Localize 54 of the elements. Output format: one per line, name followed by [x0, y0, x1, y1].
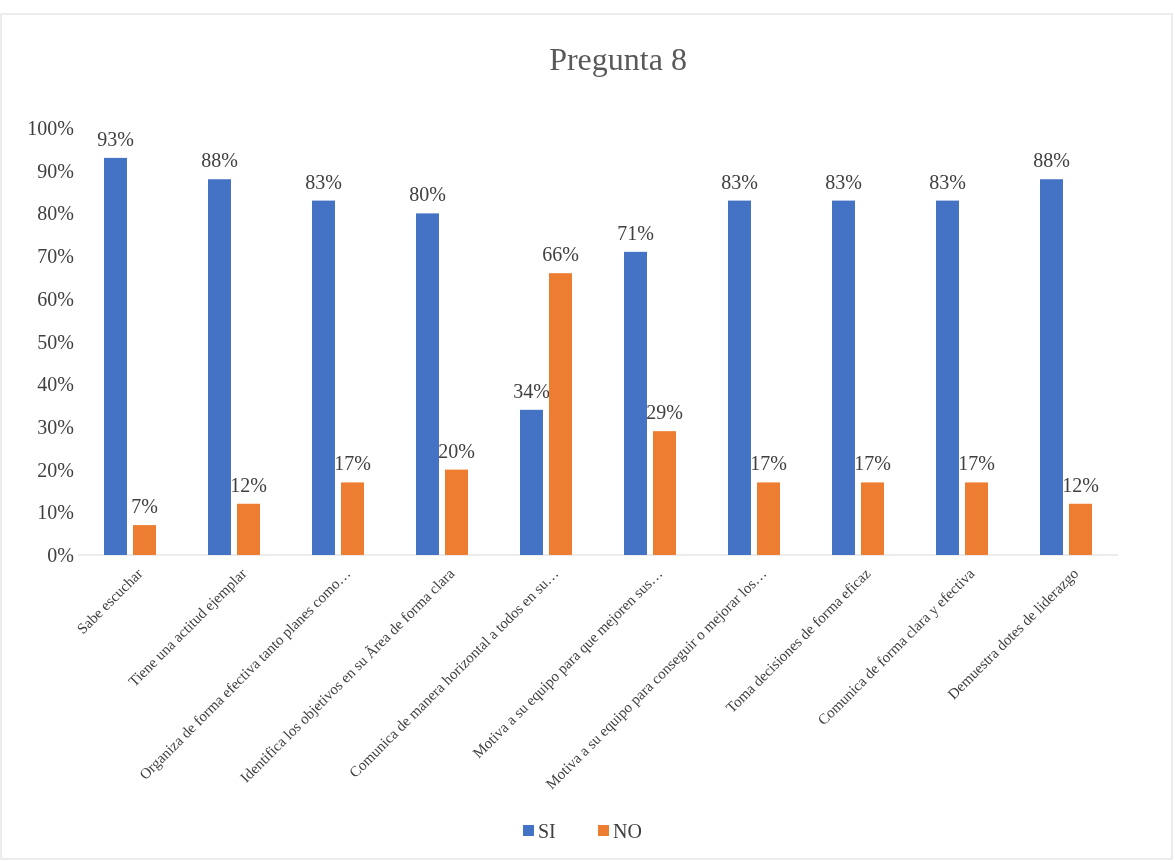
data-label: 12%: [230, 473, 267, 496]
y-tick-label: 10%: [37, 501, 74, 524]
bar: [341, 482, 364, 555]
y-tick-label: 90%: [37, 159, 74, 182]
bar: [445, 469, 468, 555]
data-label: 20%: [438, 439, 475, 462]
data-label: 7%: [131, 495, 158, 518]
y-tick-label: 80%: [37, 202, 74, 225]
y-tick-label: 50%: [37, 330, 74, 353]
bar: [237, 503, 260, 555]
bar: [208, 179, 231, 555]
data-label: 93%: [97, 127, 134, 150]
data-label: 29%: [646, 401, 683, 424]
data-label: 34%: [513, 379, 550, 402]
data-label: 71%: [617, 221, 654, 244]
bar: [653, 431, 676, 555]
data-label: 66%: [542, 243, 579, 266]
data-label: 88%: [1033, 149, 1070, 172]
bar: [965, 482, 988, 555]
data-label: 17%: [958, 452, 995, 475]
bar: [312, 200, 335, 555]
bar: [1040, 179, 1063, 555]
data-label: 88%: [201, 149, 238, 172]
bar: [416, 213, 439, 555]
data-label: 12%: [1062, 473, 1099, 496]
data-label: 83%: [721, 170, 758, 193]
bar: [624, 251, 647, 555]
y-tick-label: 60%: [37, 287, 74, 310]
bar: [549, 273, 572, 555]
bar: [104, 157, 127, 555]
bar: [133, 525, 156, 555]
y-tick-label: 100%: [27, 117, 74, 139]
bar: [936, 200, 959, 555]
data-label: 17%: [750, 452, 787, 475]
data-label: 83%: [305, 170, 342, 193]
y-tick-label: 20%: [37, 458, 74, 481]
bar: [757, 482, 780, 555]
y-tick-label: 0%: [47, 544, 74, 566]
chart-title: Pregunta 8: [549, 41, 687, 77]
data-label: 80%: [409, 183, 446, 206]
data-label: 83%: [825, 170, 862, 193]
data-label: 17%: [334, 452, 371, 475]
data-label: 83%: [929, 170, 966, 193]
bar: [861, 482, 884, 555]
data-label: 17%: [854, 452, 891, 475]
bar: [728, 200, 751, 555]
y-tick-label: 70%: [37, 245, 74, 268]
y-tick-label: 40%: [37, 373, 74, 396]
bar: [520, 409, 543, 555]
legend-label: NO: [613, 820, 642, 842]
bar: [832, 200, 855, 555]
y-tick-label: 30%: [37, 415, 74, 438]
bar: [1069, 503, 1092, 555]
legend-label: SI: [538, 820, 556, 842]
